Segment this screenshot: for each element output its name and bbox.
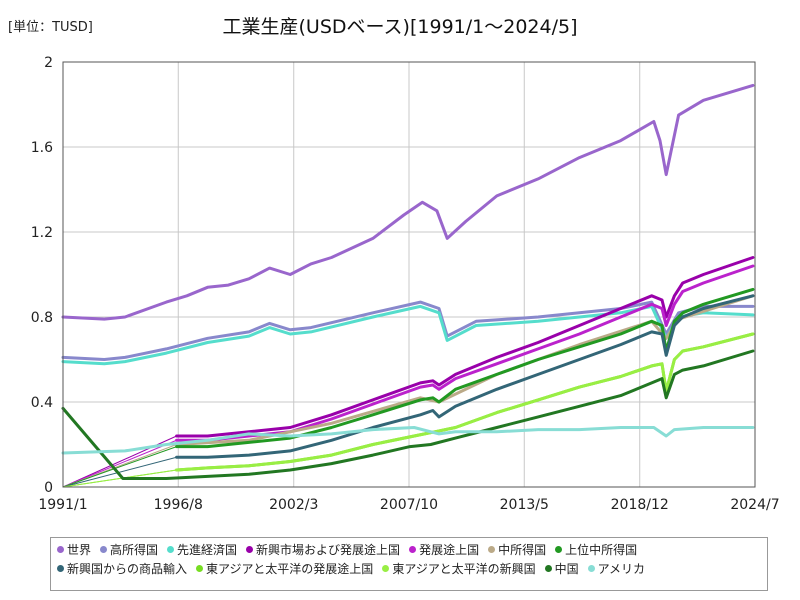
series-3 — [62, 256, 755, 488]
x-tick-label: 2013/5 — [500, 497, 549, 513]
legend: 世界 高所得国 先進経済国 新興市場および発展途上国 発展途上国 中所得国 上位中所得国新興… — [50, 537, 768, 591]
legend-item: 高所得国 — [100, 541, 158, 560]
series-line — [61, 304, 755, 366]
x-tick-label: 2007/10 — [380, 497, 438, 513]
chart-title: 工業生産(USDベース)[1991/1～2024/5] — [222, 16, 578, 38]
x-axis-ticks: 1991/1 1996/8 2002/3 2007/10 2013/5 2018/12 20… — [38, 497, 779, 513]
legend-label: 新興市場および発展途上国 — [256, 543, 401, 557]
legend-label: 東アジアと太平洋の発展途上国 — [206, 562, 374, 576]
legend-label: 世界 — [67, 543, 92, 557]
y-tick-label: 2 — [44, 55, 53, 71]
series-10 — [61, 349, 755, 480]
series-8 — [62, 332, 755, 488]
y-tick-label: 0.8 — [31, 310, 53, 326]
legend-item: 東アジアと太平洋の新興国 — [382, 560, 536, 579]
x-tick-label: 2002/3 — [269, 497, 318, 513]
legend-item: 新興国からの商品輸入 — [57, 560, 187, 579]
series-7 — [62, 294, 755, 488]
legend-marker — [57, 565, 64, 572]
series-2 — [61, 304, 755, 366]
legend-label: 先進経済国 — [177, 543, 238, 557]
series-line — [61, 426, 755, 455]
legend-label: 東アジアと太平洋の新興国 — [392, 562, 536, 576]
y-tick-label: 0.4 — [31, 395, 53, 411]
series-line — [175, 256, 755, 438]
x-tick-label: 2018/12 — [611, 497, 669, 513]
series-line — [175, 294, 755, 459]
y-tick-label: 1.6 — [31, 140, 53, 156]
series-lead-line — [62, 439, 177, 488]
legend-item: 中所得国 — [488, 541, 546, 560]
legend-marker — [555, 546, 563, 553]
grid — [62, 61, 756, 488]
legend-item: 世界 — [57, 541, 91, 560]
x-tick-label: 1991/1 — [38, 497, 87, 513]
legend-item: 東アジアと太平洋の発展途上国 — [196, 560, 373, 579]
series-11 — [61, 426, 755, 455]
series-line — [175, 332, 755, 472]
series-lead-line — [62, 446, 177, 488]
legend-label: 上位中所得国 — [565, 543, 638, 557]
series-group — [61, 83, 755, 488]
x-tick-label: 2024/7 — [730, 497, 779, 513]
legend-marker — [196, 565, 204, 572]
legend-label: 中国 — [554, 562, 579, 576]
y-tick-label: 1.2 — [31, 225, 53, 241]
legend-label: 高所得国 — [110, 543, 159, 557]
unit-label: [単位：TUSD] — [8, 20, 93, 35]
legend-marker — [57, 546, 64, 553]
series-9 — [62, 332, 755, 488]
series-line — [61, 300, 755, 361]
y-axis-ticks: 0 0.4 0.8 1.2 1.6 2 — [31, 55, 53, 496]
legend-label: 発展途上国 — [419, 543, 480, 557]
y-tick-label: 0 — [44, 480, 53, 496]
series-0 — [61, 83, 755, 321]
legend-marker — [488, 546, 496, 553]
series-4 — [62, 264, 755, 488]
series-1 — [61, 300, 755, 361]
series-line — [61, 83, 755, 321]
legend-marker — [409, 546, 417, 553]
legend-label: アメリカ — [597, 562, 646, 576]
legend-item: アメリカ — [587, 560, 646, 579]
plot-area-frame — [62, 61, 756, 488]
legend-marker — [587, 565, 595, 572]
legend-item: 上位中所得国 — [555, 541, 637, 560]
legend-item: 先進経済国 — [167, 541, 237, 560]
legend-item: 新興市場および発展途上国 — [246, 541, 400, 560]
legend-marker — [100, 546, 108, 553]
legend-marker — [167, 546, 175, 553]
x-tick-label: 1996/8 — [154, 497, 203, 513]
legend-label: 中所得国 — [498, 543, 547, 557]
legend-item: 中国 — [544, 560, 579, 579]
series-line — [61, 349, 755, 480]
legend-marker — [544, 565, 552, 572]
legend-item: 発展途上国 — [409, 541, 479, 560]
legend-marker — [382, 565, 390, 572]
legend-marker — [246, 546, 254, 553]
legend-label: 新興国からの商品輸入 — [67, 562, 188, 576]
series-lead-line — [62, 469, 177, 488]
series-lead-line — [62, 456, 177, 488]
